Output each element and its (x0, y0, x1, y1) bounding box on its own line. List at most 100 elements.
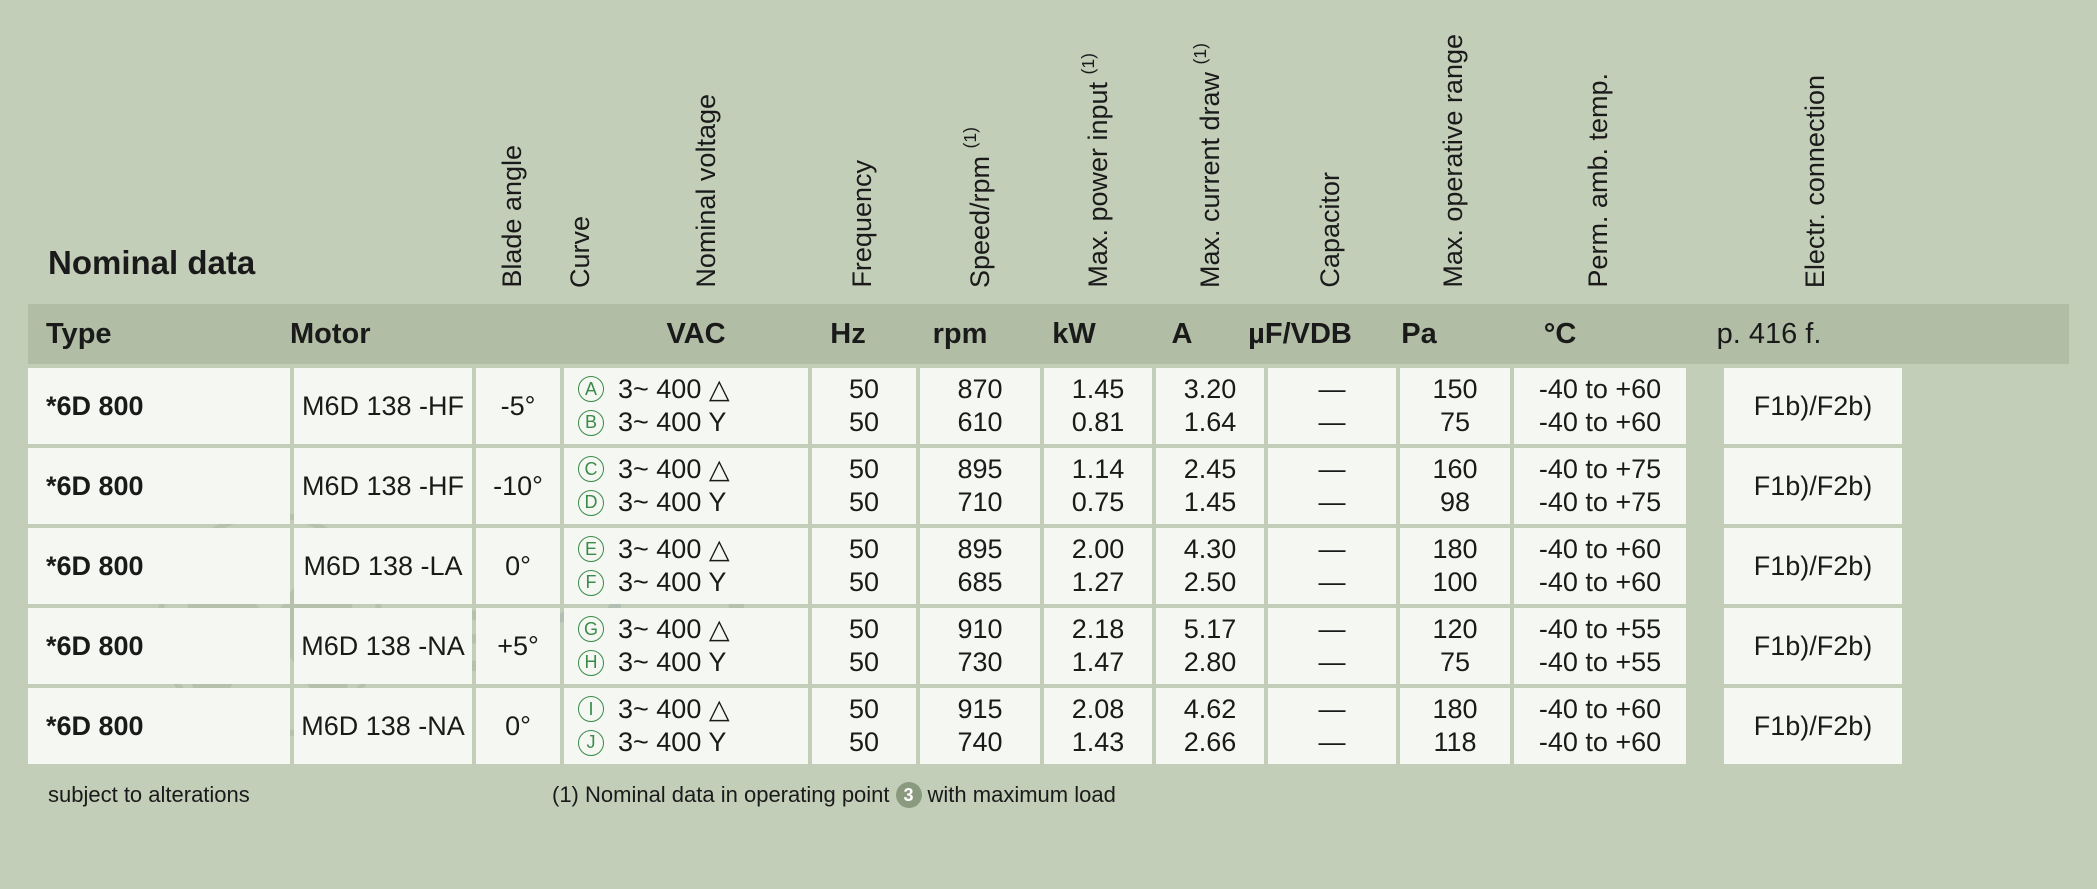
cell-temp: -40 to +75-40 to +75 (1514, 448, 1686, 524)
gap (1690, 608, 1724, 684)
units-rpm: rpm (900, 318, 1020, 351)
units-motor: Motor (290, 318, 468, 351)
gap (1690, 688, 1724, 764)
cell-rpm: 915740 (920, 688, 1040, 764)
cell-hz: 5050 (812, 608, 916, 684)
footer-note-pre: (1) Nominal data in operating point (552, 782, 890, 808)
cell-curve-voltage: A3~ 400 △B3~ 400 Y (564, 368, 808, 444)
units-hz: Hz (796, 318, 900, 351)
hdr-speed: Speed/rpm (1) (960, 127, 996, 300)
footer-right: (1) Nominal data in operating point 3 wi… (552, 782, 1116, 808)
cell-cap: —— (1268, 368, 1396, 444)
units-row: Type Motor VAC Hz rpm kW A µF/VDB Pa °C … (28, 304, 2069, 364)
cell-a: 5.172.80 (1156, 608, 1264, 684)
footer-note-post: with maximum load (928, 782, 1116, 808)
table-row: *6D 800M6D 138 -NA+5°G3~ 400 △H3~ 400 Y5… (28, 608, 2069, 684)
cell-conn: F1b)/F2b) (1724, 528, 1902, 604)
cell-pa: 12075 (1400, 608, 1510, 684)
hdr-electr-conn: Electr. connection (1800, 75, 1831, 300)
cell-a: 2.451.45 (1156, 448, 1264, 524)
cell-blade: +5° (476, 608, 560, 684)
gap (1690, 368, 1724, 444)
units-conn: p. 416 f. (1680, 318, 1858, 351)
cell-type: *6D 800 (28, 528, 290, 604)
data-rows: *6D 800M6D 138 -HF-5°A3~ 400 △B3~ 400 Y5… (28, 368, 2069, 764)
cell-conn: F1b)/F2b) (1724, 608, 1902, 684)
cell-blade: -5° (476, 368, 560, 444)
units-cap: µF/VDB (1236, 318, 1364, 351)
table-row: *6D 800M6D 138 -HF-5°A3~ 400 △B3~ 400 Y5… (28, 368, 2069, 444)
units-kw: kW (1020, 318, 1128, 351)
hdr-max-op-range: Max. operative range (1438, 34, 1469, 300)
cell-cap: —— (1268, 608, 1396, 684)
cell-rpm: 895710 (920, 448, 1040, 524)
cell-cap: —— (1268, 448, 1396, 524)
units-temp: °C (1474, 318, 1646, 351)
units-vac: VAC (596, 318, 796, 351)
hdr-blade-angle: Blade angle (497, 145, 528, 300)
footer-badge-icon: 3 (896, 782, 922, 808)
cell-kw: 1.140.75 (1044, 448, 1152, 524)
table-row: *6D 800M6D 138 -LA0°E3~ 400 △F3~ 400 Y50… (28, 528, 2069, 604)
hdr-curve: Curve (565, 216, 596, 300)
cell-hz: 5050 (812, 368, 916, 444)
cell-motor: M6D 138 -HF (294, 448, 472, 524)
cell-temp: -40 to +60-40 to +60 (1514, 368, 1686, 444)
cell-pa: 16098 (1400, 448, 1510, 524)
units-type: Type (28, 318, 290, 351)
cell-curve-voltage: I3~ 400 △J3~ 400 Y (564, 688, 808, 764)
hdr-frequency: Frequency (847, 160, 878, 300)
gap (1690, 448, 1724, 524)
footer-left: subject to alterations (28, 782, 552, 808)
cell-blade: 0° (476, 688, 560, 764)
cell-kw: 2.181.47 (1044, 608, 1152, 684)
header-labels-row: Nominal data Blade angle Curve Nominal v… (28, 40, 2069, 300)
cell-rpm: 895685 (920, 528, 1040, 604)
hdr-capacitor: Capacitor (1315, 172, 1346, 300)
cell-blade: 0° (476, 528, 560, 604)
cell-conn: F1b)/F2b) (1724, 448, 1902, 524)
cell-rpm: 870610 (920, 368, 1040, 444)
cell-temp: -40 to +60-40 to +60 (1514, 528, 1686, 604)
cell-motor: M6D 138 -HF (294, 368, 472, 444)
cell-motor: M6D 138 -LA (294, 528, 472, 604)
cell-type: *6D 800 (28, 688, 290, 764)
cell-motor: M6D 138 -NA (294, 608, 472, 684)
cell-type: *6D 800 (28, 368, 290, 444)
cell-curve-voltage: C3~ 400 △D3~ 400 Y (564, 448, 808, 524)
cell-hz: 5050 (812, 688, 916, 764)
cell-kw: 2.001.27 (1044, 528, 1152, 604)
table-row: *6D 800M6D 138 -NA0°I3~ 400 △J3~ 400 Y50… (28, 688, 2069, 764)
hdr-perm-temp: Perm. amb. temp. (1583, 73, 1614, 300)
units-pa: Pa (1364, 318, 1474, 351)
cell-pa: 180118 (1400, 688, 1510, 764)
cell-pa: 180100 (1400, 528, 1510, 604)
cell-temp: -40 to +60-40 to +60 (1514, 688, 1686, 764)
cell-cap: —— (1268, 528, 1396, 604)
cell-motor: M6D 138 -NA (294, 688, 472, 764)
footer: subject to alterations (1) Nominal data … (28, 782, 2069, 808)
cell-cap: —— (1268, 688, 1396, 764)
cell-kw: 1.450.81 (1044, 368, 1152, 444)
cell-hz: 5050 (812, 528, 916, 604)
cell-conn: F1b)/F2b) (1724, 368, 1902, 444)
cell-blade: -10° (476, 448, 560, 524)
table-title: Nominal data (28, 244, 468, 300)
cell-kw: 2.081.43 (1044, 688, 1152, 764)
cell-curve-voltage: G3~ 400 △H3~ 400 Y (564, 608, 808, 684)
table-row: *6D 800M6D 138 -HF-10°C3~ 400 △D3~ 400 Y… (28, 448, 2069, 524)
cell-hz: 5050 (812, 448, 916, 524)
hdr-voltage: Nominal voltage (691, 94, 722, 300)
hdr-max-power: Max. power input (1) (1078, 53, 1114, 300)
cell-type: *6D 800 (28, 608, 290, 684)
hdr-max-current: Max. current draw (1) (1190, 43, 1226, 300)
cell-pa: 15075 (1400, 368, 1510, 444)
cell-temp: -40 to +55-40 to +55 (1514, 608, 1686, 684)
cell-rpm: 910730 (920, 608, 1040, 684)
cell-conn: F1b)/F2b) (1724, 688, 1902, 764)
gap (1690, 528, 1724, 604)
units-a: A (1128, 318, 1236, 351)
cell-a: 3.201.64 (1156, 368, 1264, 444)
cell-a: 4.622.66 (1156, 688, 1264, 764)
cell-type: *6D 800 (28, 448, 290, 524)
